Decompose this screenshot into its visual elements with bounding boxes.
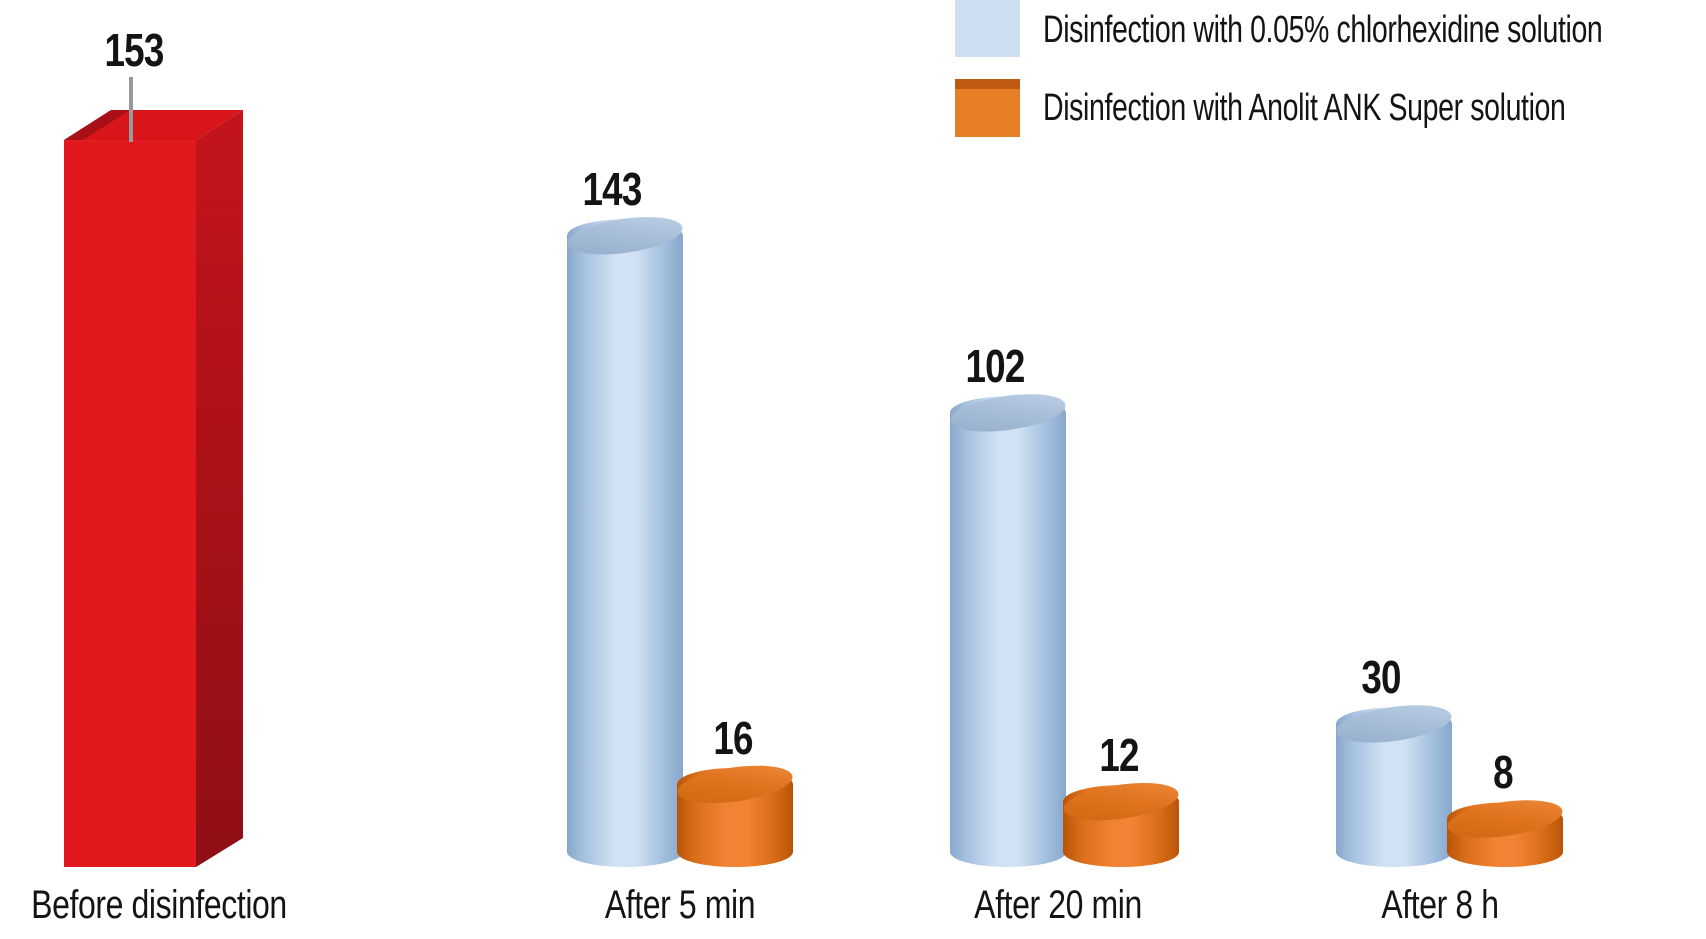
legend-swatch-anolit-band: [955, 79, 1020, 89]
category-label-0: Before disinfection: [31, 883, 287, 927]
cylinder-anolit-after-8-h-top: [1447, 800, 1563, 838]
box-side-face: [196, 110, 243, 868]
value-label-anolit-after-5-min: 16: [713, 711, 753, 764]
cylinder-chlorhexidine-after-5-min-top: [567, 217, 683, 255]
legend-label-anolit: Disinfection with Anolit ANK Super solut…: [1043, 87, 1566, 129]
value-label-chlorhexidine-after-8-h: 30: [1361, 651, 1401, 704]
category-label-2: After 20 min: [974, 883, 1142, 927]
box-top-face-shadow: [64, 110, 130, 141]
cylinder-chlorhexidine-after-20-min-body: [950, 396, 1066, 867]
legend-swatch-chlorhexidine: [955, 0, 1020, 57]
cylinder-anolit-after-20-min-top: [1063, 782, 1179, 821]
box-front-face-before-disinfection: [64, 140, 196, 868]
value-label-anolit-after-20-min: 12: [1099, 729, 1139, 782]
cylinder-chlorhexidine-after-8-h-body: [1336, 707, 1452, 867]
cylinder-chlorhexidine-after-8-h-top: [1336, 705, 1452, 743]
category-label-3: After 8 h: [1381, 883, 1499, 927]
cylinder-chlorhexidine-after-20-min-top: [950, 394, 1066, 432]
cylinder-chlorhexidine-after-5-min-body: [567, 219, 683, 868]
value-label-before-disinfection: 153: [104, 24, 165, 76]
value-label-anolit-after-8-h: 8: [1493, 746, 1513, 799]
value-label-chlorhexidine-after-5-min: 143: [582, 163, 643, 216]
legend-swatch-anolit: [955, 79, 1020, 137]
leader-line-153: [129, 77, 133, 142]
legend-label-chlorhexidine: Disinfection with 0.05% chlorhexidine so…: [1043, 9, 1603, 51]
value-label-chlorhexidine-after-20-min: 102: [965, 340, 1026, 393]
cylinder-anolit-after-5-min-top: [677, 765, 793, 804]
category-label-1: After 5 min: [604, 883, 756, 927]
